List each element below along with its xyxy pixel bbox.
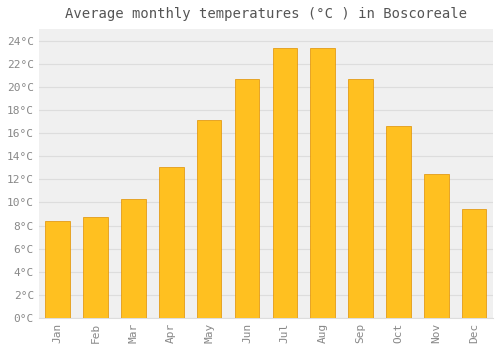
Bar <box>159 167 184 318</box>
Bar <box>46 221 70 318</box>
Bar <box>424 174 448 318</box>
Bar <box>272 48 297 318</box>
Bar <box>121 199 146 318</box>
Bar <box>386 126 410 318</box>
Bar <box>234 79 260 318</box>
Bar <box>348 79 373 318</box>
Bar <box>462 209 486 318</box>
Title: Average monthly temperatures (°C ) in Boscoreale: Average monthly temperatures (°C ) in Bo… <box>65 7 467 21</box>
Bar <box>310 48 335 318</box>
Bar <box>197 120 222 318</box>
Bar <box>84 217 108 318</box>
